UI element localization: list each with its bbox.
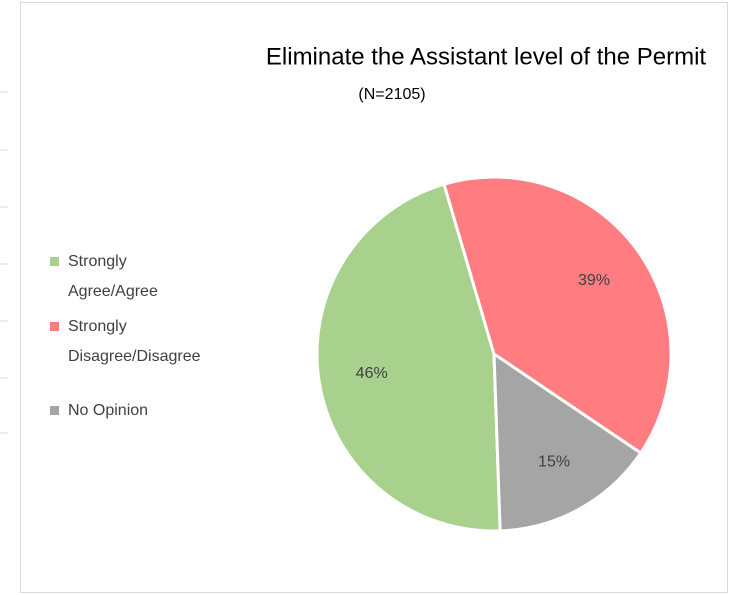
pie-slice bbox=[442, 175, 673, 456]
pie-slice bbox=[315, 182, 502, 533]
legend-swatch bbox=[50, 406, 59, 415]
data-label: 15% bbox=[538, 454, 570, 471]
legend-label: No Opinion bbox=[68, 402, 149, 419]
data-label: 46% bbox=[356, 365, 388, 382]
chart-title: Eliminate the Assistant level of the Per… bbox=[266, 43, 707, 70]
legend-entry: Strongly Agree/Agree bbox=[50, 247, 190, 307]
legend-entry: Strongly Disagree/Disagree bbox=[50, 312, 201, 372]
legend-swatch bbox=[50, 322, 59, 331]
legend-label: Strongly Disagree/Disagree bbox=[68, 318, 201, 365]
side-ticks bbox=[0, 91, 8, 434]
legend-label: Strongly Agree/Agree bbox=[68, 253, 158, 300]
chart-subtitle: (N=2105) bbox=[358, 86, 425, 103]
data-label: 39% bbox=[578, 272, 610, 289]
legend-entry: No Opinion bbox=[50, 396, 190, 426]
pie-slice bbox=[492, 351, 643, 533]
legend-swatch bbox=[50, 257, 59, 266]
